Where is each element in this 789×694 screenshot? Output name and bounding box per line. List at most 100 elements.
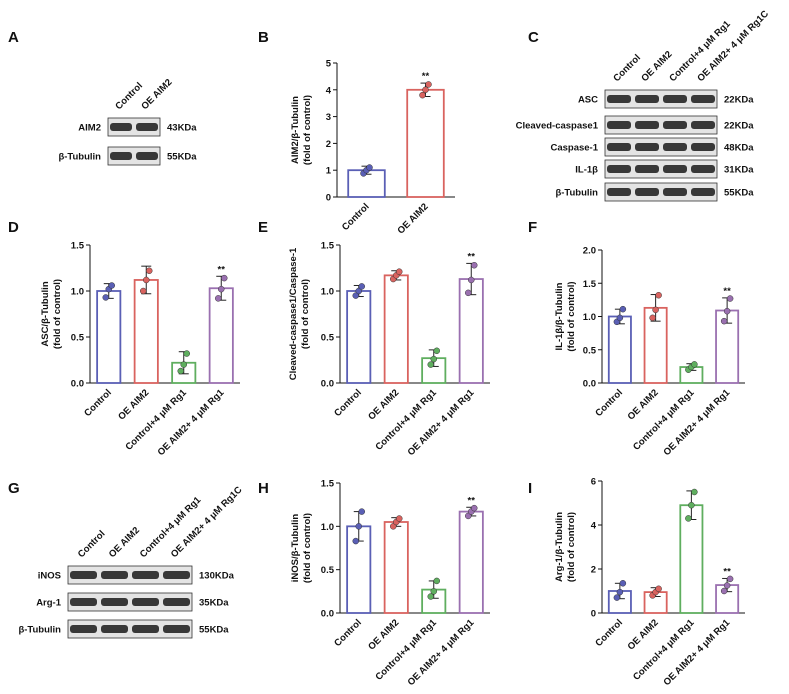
data-point: [720, 317, 728, 325]
y-axis-label: AIM2/β-Tubulin: [290, 96, 301, 164]
x-tick-label: Control: [340, 201, 372, 233]
protein-label: IL-1β: [575, 165, 598, 176]
data-point: [433, 577, 440, 585]
data-point: [685, 515, 692, 522]
band: [635, 165, 659, 173]
blot-frame: [604, 115, 718, 135]
band: [663, 95, 687, 103]
y-tick-label: 1.5: [321, 241, 335, 252]
y-axis-label: (fold of control): [302, 513, 313, 583]
data-point: [180, 361, 187, 368]
data-point: [471, 504, 478, 512]
data-point: [146, 267, 153, 275]
size-label: 35KDa: [199, 598, 229, 609]
significance: **: [723, 286, 731, 297]
y-axis-label: Arg-1/β-Tubulin: [554, 512, 565, 582]
y-axis-label: (fold of control): [52, 279, 63, 349]
size-label: 130KDa: [199, 571, 235, 582]
lane-label: Control: [611, 52, 643, 84]
significance: **: [723, 566, 731, 577]
data-point: [419, 91, 426, 99]
significance: **: [422, 71, 430, 82]
band: [70, 571, 97, 579]
data-point: [355, 287, 362, 295]
y-tick-label: 1.0: [583, 312, 596, 323]
data-point: [430, 355, 437, 363]
band: [663, 165, 687, 173]
y-tick-label: 2.0: [583, 246, 596, 257]
band: [110, 123, 132, 131]
data-point: [619, 305, 627, 313]
data-point: [691, 361, 698, 368]
bar: [607, 315, 632, 384]
protein-label: iNOS: [38, 571, 61, 582]
size-label: 22KDa: [724, 95, 754, 106]
band: [691, 95, 715, 103]
blot-frame: [107, 146, 161, 166]
data-point: [221, 274, 228, 282]
x-tick-label: Control: [593, 617, 625, 649]
data-point: [433, 347, 440, 355]
blot-frame: [604, 159, 718, 179]
x-tick-label: Control: [82, 387, 114, 419]
data-point: [366, 164, 373, 171]
y-tick-label: 1.0: [321, 522, 334, 533]
significance: **: [218, 264, 226, 275]
protein-label: AIM2: [78, 123, 101, 134]
x-tick-label: OE AIM2+ 4 μM Rg1: [156, 387, 227, 458]
data-point: [652, 306, 659, 314]
data-point: [425, 81, 432, 88]
size-label: 48KDa: [724, 143, 754, 154]
band: [101, 571, 128, 579]
bar: [679, 504, 704, 614]
protein-label: Arg-1: [36, 598, 62, 609]
data-point: [723, 307, 731, 315]
panel-letter: E: [258, 219, 268, 236]
panel-letter: C: [528, 29, 539, 46]
data-point: [358, 283, 365, 290]
data-point: [422, 86, 429, 94]
data-point: [396, 515, 403, 522]
lane-label: OE AIM2: [107, 525, 142, 560]
blot-frame: [67, 565, 193, 585]
band: [136, 152, 158, 160]
data-point: [396, 268, 403, 275]
bar: [133, 279, 159, 384]
bar: [96, 290, 122, 384]
x-tick-label: Control+4 μM Rg1: [631, 617, 697, 683]
data-point: [468, 276, 475, 284]
data-point: [613, 594, 621, 601]
data-point: [352, 537, 359, 545]
band: [132, 571, 159, 579]
y-tick-label: 0.0: [321, 379, 334, 390]
band: [132, 598, 159, 606]
x-tick-label: OE AIM2: [626, 387, 661, 422]
x-tick-label: OE AIM2: [366, 387, 401, 422]
bar: [458, 510, 484, 614]
x-tick-label: OE AIM2+ 4 μM Rg1: [661, 617, 732, 688]
data-point: [649, 314, 656, 322]
band: [635, 95, 659, 103]
size-label: 31KDa: [724, 165, 754, 176]
band: [607, 121, 631, 129]
band: [70, 625, 97, 633]
bar: [208, 287, 234, 384]
data-point: [619, 580, 627, 587]
band: [607, 188, 631, 196]
x-tick-label: OE AIM2: [116, 387, 151, 422]
bar: [406, 88, 445, 198]
data-point: [616, 588, 624, 596]
data-point: [352, 292, 359, 299]
x-tick-label: OE AIM2: [366, 617, 401, 652]
data-point: [358, 508, 365, 515]
data-point: [183, 350, 190, 357]
blot-frame: [604, 137, 718, 157]
band: [163, 571, 190, 579]
band: [635, 121, 659, 129]
lane-label: OE AIM2: [139, 77, 174, 112]
data-point: [102, 294, 109, 301]
band: [101, 598, 128, 606]
panel-letter: A: [8, 29, 19, 46]
band: [70, 598, 97, 606]
band: [607, 143, 631, 151]
